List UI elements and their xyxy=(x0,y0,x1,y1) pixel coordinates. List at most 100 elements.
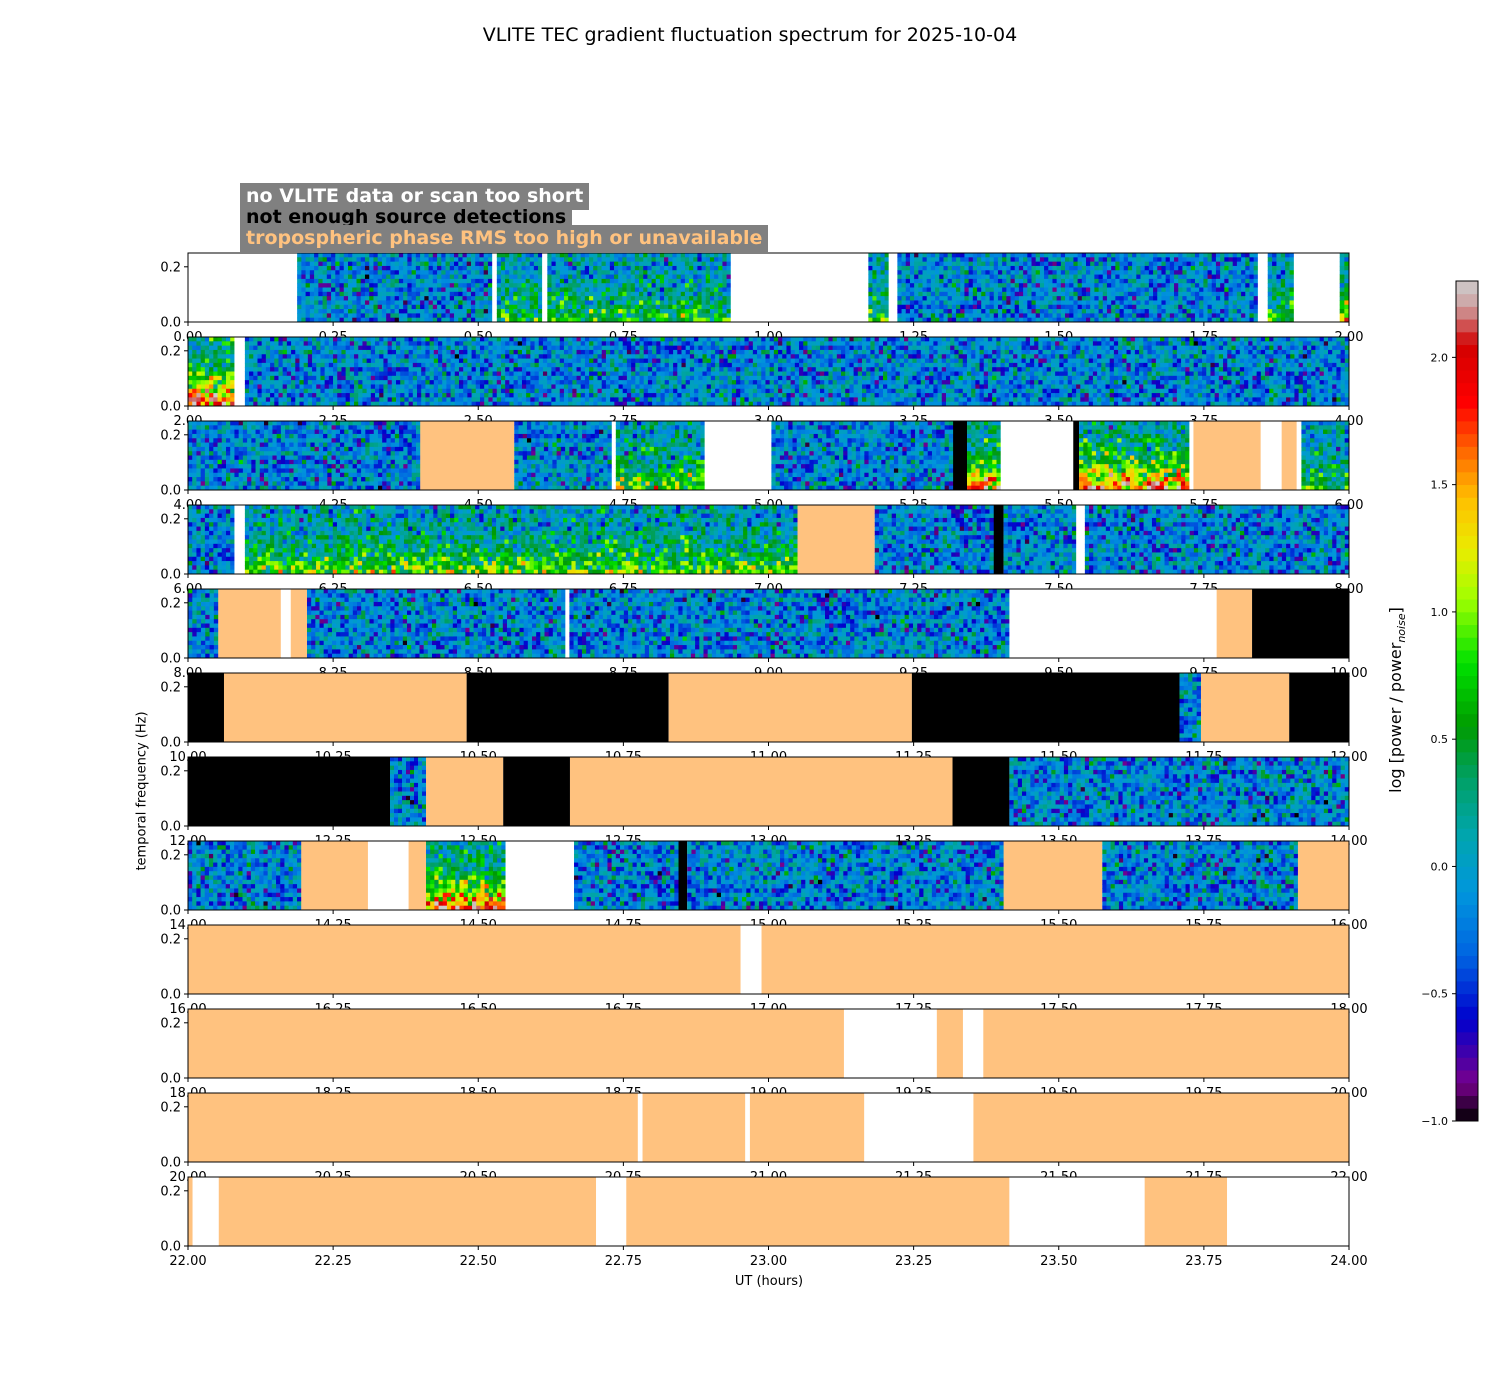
spectrum-cell xyxy=(496,304,502,310)
spectrum-cell xyxy=(513,371,519,377)
spectrum-cell xyxy=(601,380,607,385)
spectrum-cell xyxy=(1245,300,1250,306)
spectrum-cell xyxy=(1035,283,1041,288)
spectrum-cell xyxy=(1119,283,1125,288)
spectrum-cell xyxy=(551,296,557,301)
spectrum-cell xyxy=(249,380,254,385)
spectrum-cell xyxy=(433,397,439,403)
spectrum-cell xyxy=(1123,296,1129,301)
spectrum-cell xyxy=(309,300,315,306)
spectrum-cell xyxy=(1098,283,1104,288)
spectrum-cell xyxy=(356,261,362,267)
spectrum-cell xyxy=(1111,300,1116,306)
spectrum-cell xyxy=(1339,274,1345,280)
spectrum-cell xyxy=(500,384,506,390)
spectrum-cell xyxy=(305,317,311,323)
spectrum-cell xyxy=(1039,313,1045,319)
spectrum-cell xyxy=(324,358,330,364)
spectrum-cell xyxy=(1086,278,1091,284)
spectrum-cell xyxy=(1039,283,1045,288)
spectrum-cell xyxy=(652,358,657,364)
spectrum-cell xyxy=(555,380,561,385)
spectrum-cell xyxy=(309,265,315,271)
spectrum-cell xyxy=(614,265,619,271)
spectrum-cell xyxy=(505,371,510,377)
spectrum-cell xyxy=(1048,309,1053,314)
spectrum-cell xyxy=(589,397,594,403)
spectrum-cell xyxy=(1157,291,1162,297)
spectrum-cell xyxy=(676,313,682,319)
spectrum-cell xyxy=(428,309,434,314)
spectrum-cell xyxy=(196,380,202,385)
spectrum-cell xyxy=(537,283,543,288)
spectrum-cell xyxy=(391,384,397,390)
spectrum-cell xyxy=(1140,261,1146,267)
spectrum-cell xyxy=(1161,278,1167,284)
spectrum-cell xyxy=(956,261,961,267)
spectrum-cell xyxy=(722,253,728,258)
spectrum-cell xyxy=(1031,257,1037,263)
spectrum-cell xyxy=(1119,270,1125,276)
spectrum-cell xyxy=(1174,257,1179,263)
spectrum-cell xyxy=(905,274,911,280)
spectrum-cell xyxy=(960,300,965,306)
spectrum-cell xyxy=(483,304,489,310)
spectrum-cell xyxy=(400,401,405,407)
spectrum-cell xyxy=(345,337,351,342)
spectrum-cell xyxy=(303,371,309,377)
spectrum-cell xyxy=(226,341,231,347)
spectrum-cell xyxy=(1086,291,1091,297)
spectrum-cell xyxy=(200,367,206,372)
spectrum-cell xyxy=(513,291,518,297)
spectrum-cell xyxy=(213,393,219,398)
spectrum-cell xyxy=(639,367,645,372)
spectrum-cell xyxy=(626,393,632,398)
spectrum-cell xyxy=(529,261,535,267)
spectrum-cell xyxy=(576,401,582,407)
spectrum-cell xyxy=(526,384,531,390)
spectrum-cell xyxy=(331,270,336,276)
spectrum-cell xyxy=(513,283,518,288)
spectrum-cell xyxy=(1272,261,1277,267)
spectrum-cell xyxy=(580,265,586,271)
spectrum-cell xyxy=(981,270,986,276)
spectrum-cell xyxy=(580,257,586,263)
spectrum-cell xyxy=(1014,300,1020,306)
spectrum-cell xyxy=(714,257,719,263)
spectrum-cell xyxy=(1048,253,1053,258)
spectrum-cell xyxy=(597,384,603,390)
spectrum-cell xyxy=(299,345,305,351)
spectrum-cell xyxy=(484,349,489,355)
spectrum-cell xyxy=(341,367,347,372)
spectrum-cell xyxy=(618,397,624,403)
spectrum-cell xyxy=(1157,253,1162,258)
spectrum-cell xyxy=(626,309,632,314)
spectrum-cell xyxy=(630,270,636,276)
spectrum-cell xyxy=(390,261,396,267)
spectrum-cell xyxy=(364,265,370,271)
spectrum-cell xyxy=(1052,313,1058,319)
spectrum-cell xyxy=(370,397,376,403)
spectrum-cell xyxy=(314,270,319,276)
spectrum-cell xyxy=(1056,291,1062,297)
spectrum-cell xyxy=(479,362,485,368)
spectrum-cell xyxy=(295,388,300,394)
spectrum-cell xyxy=(705,291,711,297)
spectrum-cell xyxy=(358,341,363,347)
spectrum-cell xyxy=(1253,317,1259,323)
spectrum-cell xyxy=(386,296,391,301)
spectrum-cell xyxy=(370,345,376,351)
spectrum-cell xyxy=(1241,261,1246,267)
spectrum-cell xyxy=(458,354,464,360)
spectrum-cell xyxy=(547,371,552,377)
spectrum-cell xyxy=(1115,313,1121,319)
spectrum-cell xyxy=(564,257,569,263)
spectrum-cell xyxy=(926,283,932,288)
spectrum-cell xyxy=(521,274,527,280)
spectrum-cell xyxy=(542,384,548,390)
spectrum-cell xyxy=(394,309,400,314)
spectrum-cell xyxy=(564,313,569,319)
spectrum-cell xyxy=(496,349,502,355)
spectrum-cell xyxy=(291,401,296,407)
spectrum-cell xyxy=(901,304,907,310)
